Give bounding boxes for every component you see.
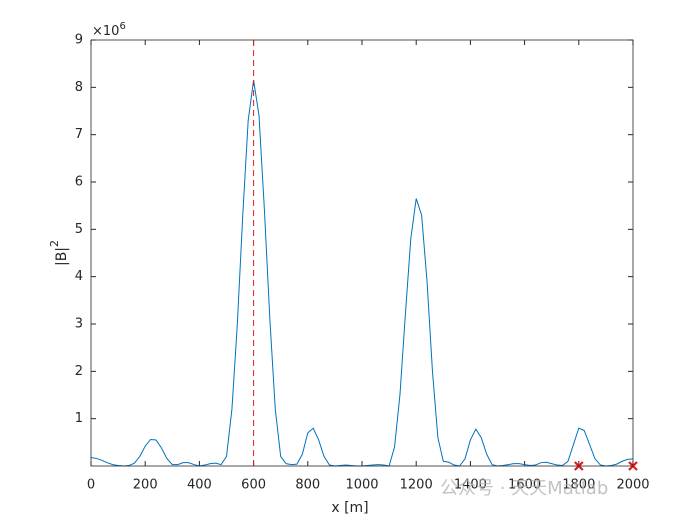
x-tick-label: 1800 bbox=[562, 478, 595, 493]
y-tick-label: 9 bbox=[75, 33, 83, 48]
x-tick-label: 1400 bbox=[454, 478, 487, 493]
x-tick-label: 800 bbox=[295, 478, 320, 493]
y-tick-label: 4 bbox=[75, 269, 83, 284]
y-axis-label: |B|2 bbox=[48, 240, 70, 266]
y-tick-label: 2 bbox=[75, 364, 83, 379]
y-tick-label: 1 bbox=[75, 411, 83, 426]
x-axis-label: x [m] bbox=[331, 500, 368, 516]
y-exponent: ×106 bbox=[92, 21, 126, 39]
y-tick-label: 6 bbox=[75, 175, 83, 190]
watermark: 公众号 · 天天Matlab bbox=[440, 478, 608, 499]
exponent-power: 6 bbox=[119, 21, 125, 32]
x-tick-label: 1600 bbox=[508, 478, 541, 493]
y-tick-label: 5 bbox=[75, 222, 83, 237]
y-tick-label: 3 bbox=[75, 317, 83, 332]
y-label-text: |B| bbox=[54, 247, 70, 266]
y-tick-label: 8 bbox=[75, 80, 83, 95]
plot-area bbox=[91, 40, 633, 466]
axes-box bbox=[90, 39, 634, 467]
x-tick-label: 400 bbox=[187, 478, 212, 493]
exponent-base: ×10 bbox=[92, 24, 119, 39]
y-label-superscript: 2 bbox=[48, 240, 61, 247]
y-tick-label: 7 bbox=[75, 127, 83, 142]
x-tick-label: 0 bbox=[87, 478, 95, 493]
x-tick-label: 200 bbox=[133, 478, 158, 493]
x-tick-label: 2000 bbox=[616, 478, 649, 493]
x-tick-label: 600 bbox=[241, 478, 266, 493]
x-tick-label: 1000 bbox=[345, 478, 378, 493]
x-tick-label: 1200 bbox=[400, 478, 433, 493]
